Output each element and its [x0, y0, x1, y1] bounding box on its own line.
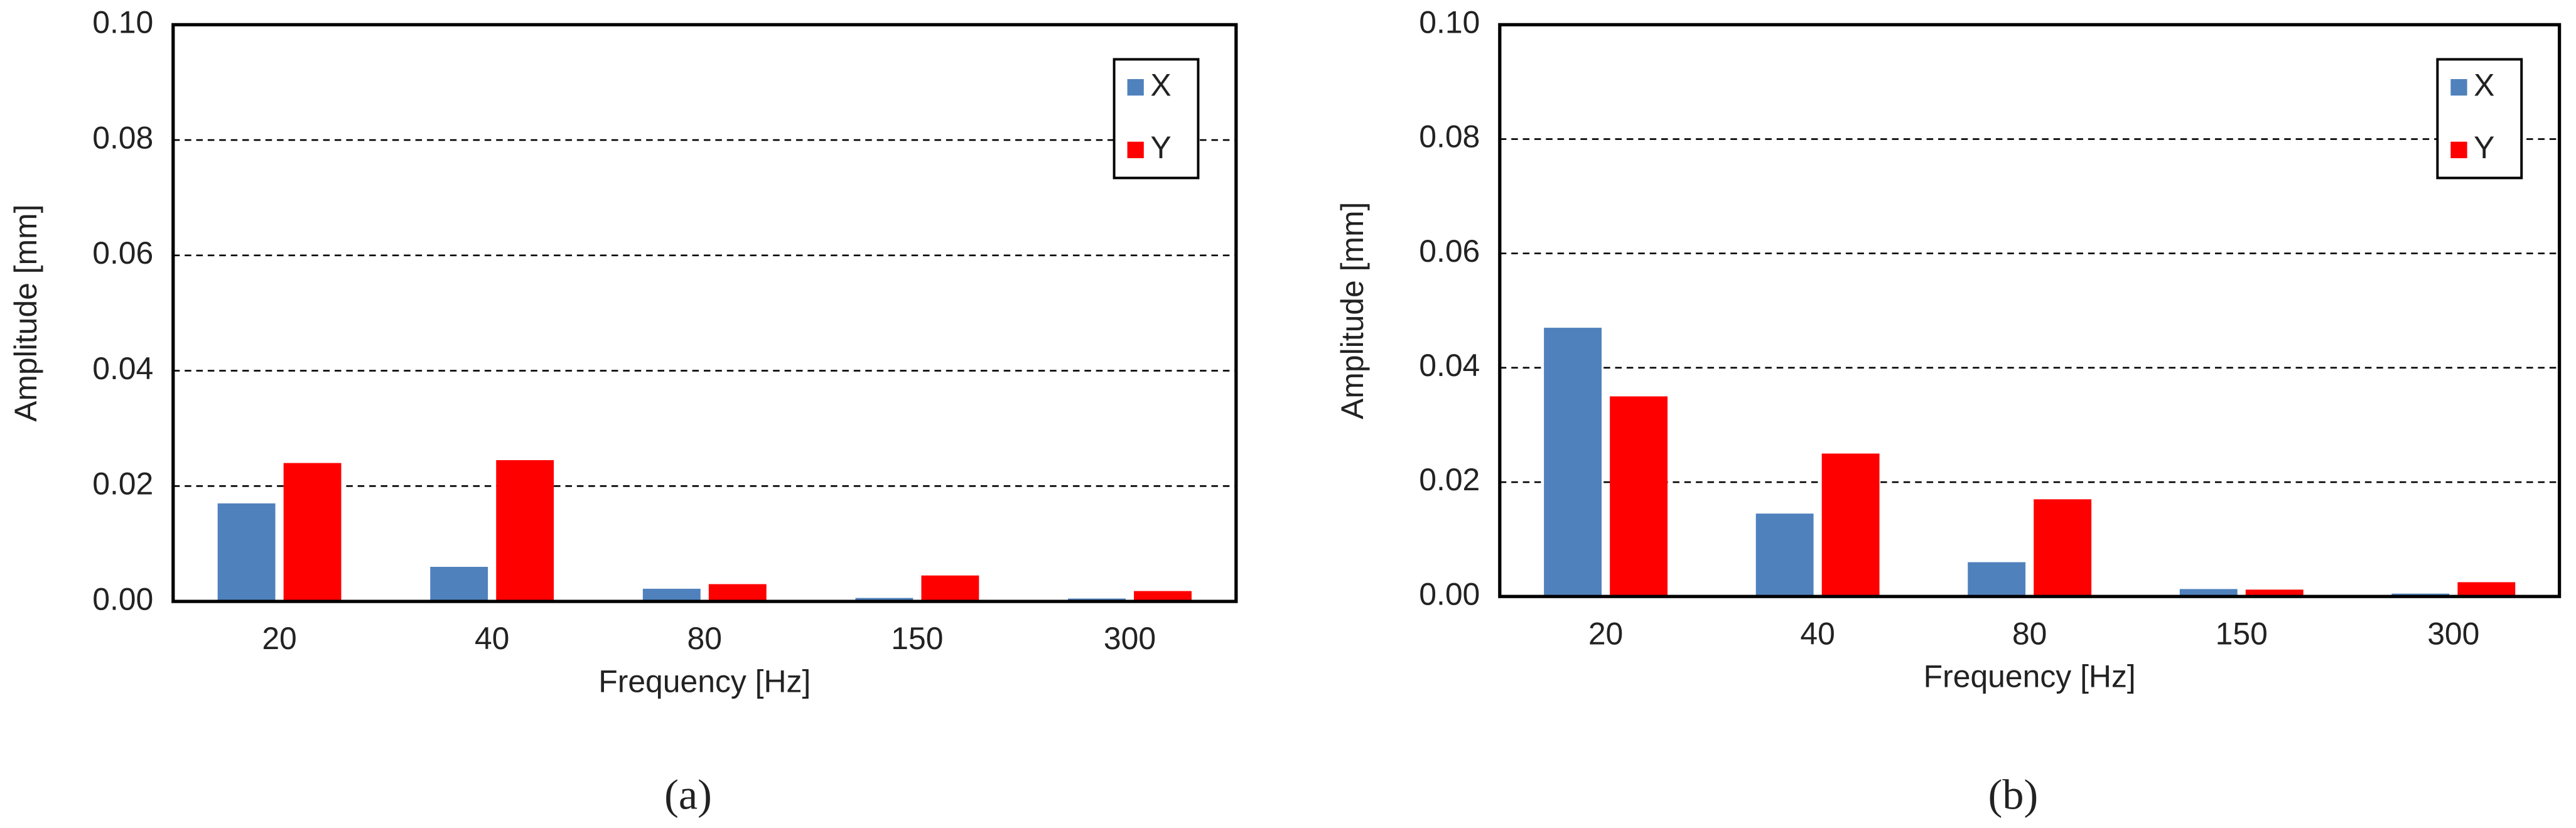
x-tick-label: 40 [1800, 616, 1835, 651]
y-tick-label: 0.02 [1419, 462, 1480, 497]
y-tick-label: 0.10 [1419, 5, 1480, 40]
y-tick-label: 0.02 [92, 466, 153, 502]
bar [855, 598, 913, 602]
y-axis-title: Amplitude [mm] [1335, 202, 1370, 419]
x-tick-label: 20 [1588, 616, 1623, 651]
bar [1610, 396, 1668, 597]
y-tick-label: 0.00 [1419, 576, 1480, 611]
y-tick-label: 0.10 [92, 5, 153, 40]
legend-label: Y [2474, 130, 2494, 165]
bar [430, 566, 488, 602]
y-tick-label: 0.06 [92, 235, 153, 271]
y-tick-label: 0.08 [92, 120, 153, 155]
x-tick-label: 300 [2427, 616, 2479, 651]
x-axis-title: Frequency [Hz] [1924, 659, 2136, 694]
legend-box [2436, 58, 2523, 180]
bar [642, 588, 701, 602]
x-tick-label: 40 [475, 621, 509, 656]
x-tick-label: 80 [687, 621, 722, 656]
bar [2034, 499, 2092, 597]
caption: (a) [664, 771, 712, 819]
bar [708, 584, 767, 602]
bar [1821, 453, 1880, 597]
bar [496, 460, 554, 602]
bar [283, 463, 342, 602]
legend-swatch [1127, 141, 1144, 158]
x-tick-label: 300 [1104, 621, 1156, 656]
plot-frame [1498, 23, 2562, 598]
plot-frame [171, 23, 1238, 603]
x-tick-label: 150 [891, 621, 943, 656]
bar [2179, 589, 2238, 597]
bar [2245, 589, 2304, 597]
x-tick-label: 80 [2012, 616, 2047, 651]
bar [1968, 562, 2026, 597]
legend-swatch [2450, 141, 2467, 158]
bar [217, 503, 276, 602]
y-tick-label: 0.08 [1419, 119, 1480, 154]
y-tick-label: 0.00 [92, 581, 153, 616]
bar [1134, 591, 1192, 602]
bar [921, 575, 979, 602]
x-tick-label: 20 [262, 621, 296, 656]
y-tick-label: 0.06 [1419, 234, 1480, 269]
x-tick-label: 150 [2216, 616, 2268, 651]
x-axis-title: Frequency [Hz] [598, 664, 811, 699]
bar [1755, 513, 1814, 597]
y-tick-label: 0.04 [92, 351, 153, 386]
legend-label: X [1150, 67, 1171, 102]
legend-label: Y [1150, 130, 1171, 165]
y-axis-title: Amplitude [mm] [8, 205, 43, 422]
bar [1544, 328, 1602, 597]
legend-label: X [2474, 67, 2494, 102]
legend-swatch [1127, 78, 1144, 96]
bar [2457, 582, 2516, 597]
legend-swatch [2450, 78, 2467, 96]
caption: (b) [1988, 771, 2039, 819]
y-tick-label: 0.04 [1419, 348, 1480, 383]
